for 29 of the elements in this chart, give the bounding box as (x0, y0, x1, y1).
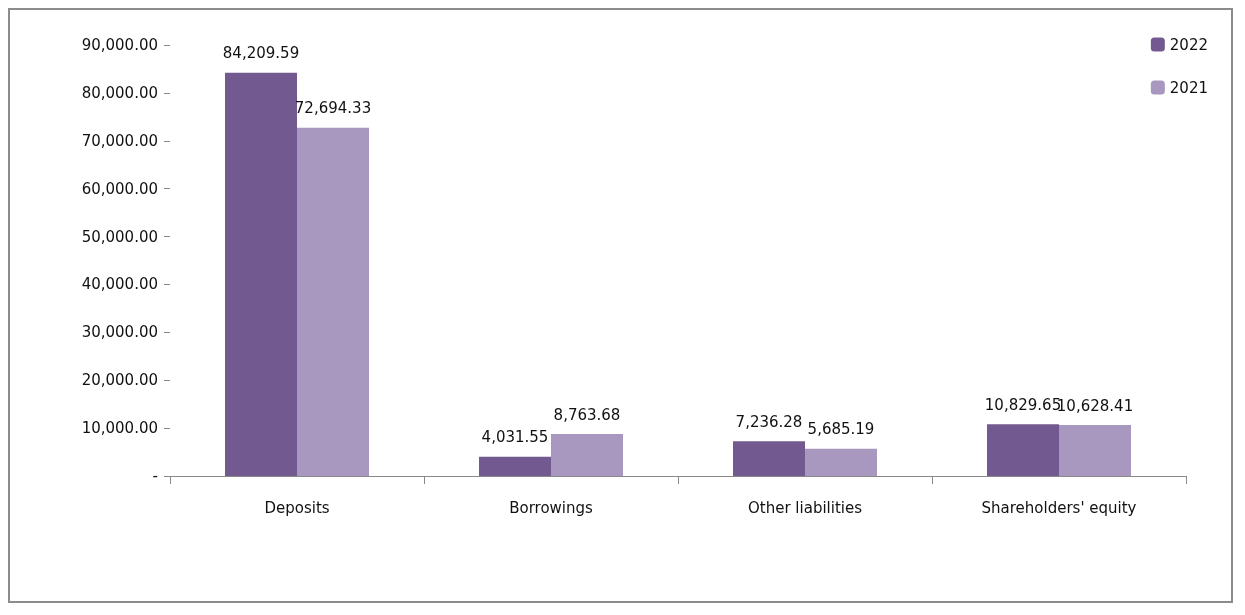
bar (987, 424, 1059, 476)
bar (733, 441, 805, 476)
y-tick-label: 60,000.00 (81, 179, 158, 198)
y-tick-label: 70,000.00 (81, 131, 158, 150)
y-tick-label: 40,000.00 (81, 275, 158, 294)
x-tick-label: Deposits (264, 498, 330, 517)
data-label: 4,031.55 (481, 428, 549, 447)
data-label: 5,685.19 (807, 420, 875, 439)
x-tick-label: Other liabilities (747, 498, 863, 517)
y-tick-label: 50,000.00 (81, 227, 158, 246)
bar (479, 456, 551, 476)
bar (1059, 425, 1131, 476)
x-tick-label: Shareholders' equity (981, 498, 1137, 517)
y-tick-label: 10,000.00 (81, 419, 158, 438)
x-tick-label: Borrowings (509, 498, 594, 517)
y-tick-label: 20,000.00 (81, 371, 158, 390)
data-label: 7,236.28 (735, 412, 803, 431)
bar (805, 448, 877, 476)
data-label: 84,209.59 (222, 44, 300, 63)
bar (225, 72, 297, 476)
y-tick-label: - (152, 467, 158, 485)
legend-label: 2021 (1169, 78, 1209, 97)
y-tick-label: 80,000.00 (81, 83, 158, 102)
bar (551, 434, 623, 476)
data-label: 8,763.68 (553, 405, 621, 424)
bar (297, 127, 369, 476)
y-tick-label: 90,000.00 (81, 36, 158, 54)
y-tick-label: 30,000.00 (81, 323, 158, 342)
legend-label: 2022 (1169, 35, 1209, 54)
